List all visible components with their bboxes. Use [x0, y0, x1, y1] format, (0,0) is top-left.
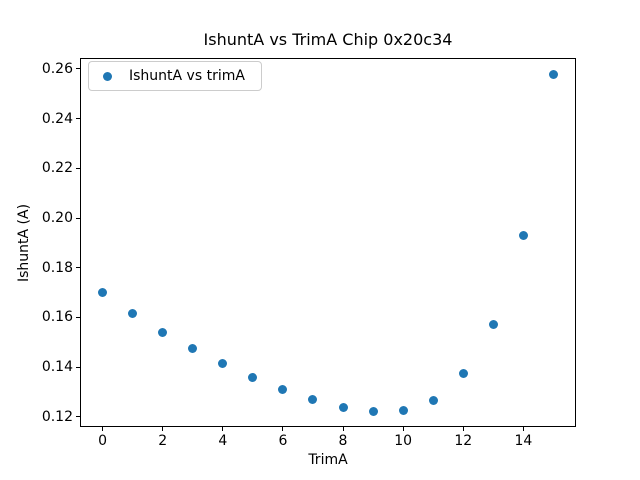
- data-point: [548, 70, 558, 80]
- y-tick-label: 0.26: [41, 60, 73, 77]
- legend: IshuntA vs trimA: [88, 61, 262, 91]
- legend-label: IshuntA vs trimA: [129, 68, 245, 84]
- x-tick-label: 12: [454, 433, 473, 449]
- x-tick-label: 8: [338, 433, 348, 449]
- data-point: [488, 319, 498, 329]
- data-point: [188, 344, 198, 354]
- x-tick-label: 6: [278, 433, 288, 449]
- y-tick-mark: [76, 416, 80, 418]
- y-tick-label: 0.24: [41, 110, 73, 127]
- x-tick-mark: [462, 427, 464, 431]
- y-tick-label: 0.18: [41, 259, 73, 276]
- data-point: [428, 395, 438, 405]
- x-tick-mark: [102, 427, 104, 431]
- x-tick-mark: [282, 427, 284, 431]
- y-tick-mark: [76, 316, 80, 318]
- data-point: [278, 385, 288, 395]
- x-tick-label: 10: [394, 433, 413, 449]
- plot-area: [80, 58, 576, 427]
- data-point: [338, 403, 348, 413]
- x-axis-label: TrimA: [308, 452, 348, 468]
- data-point: [128, 308, 138, 318]
- x-tick-mark: [162, 427, 164, 431]
- x-tick-label: 14: [514, 433, 533, 449]
- data-point: [458, 368, 468, 378]
- data-point: [98, 287, 108, 297]
- y-tick-mark: [76, 267, 80, 269]
- x-tick-label: 4: [218, 433, 228, 449]
- chart-title: IshuntA vs TrimA Chip 0x20c34: [203, 30, 453, 49]
- y-tick-label: 0.16: [41, 309, 73, 326]
- x-tick-label: 2: [158, 433, 168, 449]
- data-point: [398, 405, 408, 415]
- data-point: [218, 359, 228, 369]
- y-tick-label: 0.14: [41, 359, 73, 376]
- x-tick-mark: [522, 427, 524, 431]
- y-tick-mark: [76, 68, 80, 70]
- data-point: [518, 230, 528, 240]
- legend-marker-icon: [103, 71, 112, 81]
- y-tick-mark: [76, 366, 80, 368]
- y-tick-label: 0.22: [41, 160, 73, 177]
- y-tick-mark: [76, 217, 80, 219]
- data-point: [158, 328, 168, 338]
- data-point: [308, 395, 318, 405]
- x-tick-mark: [402, 427, 404, 431]
- y-axis-label: IshuntA (A): [16, 203, 32, 282]
- x-tick-mark: [342, 427, 344, 431]
- data-point: [248, 373, 258, 383]
- y-tick-label: 0.20: [41, 210, 73, 227]
- y-tick-label: 0.12: [41, 408, 73, 425]
- y-tick-mark: [76, 118, 80, 120]
- data-point: [368, 406, 378, 416]
- y-tick-mark: [76, 167, 80, 169]
- x-tick-mark: [222, 427, 224, 431]
- x-tick-label: 0: [98, 433, 107, 449]
